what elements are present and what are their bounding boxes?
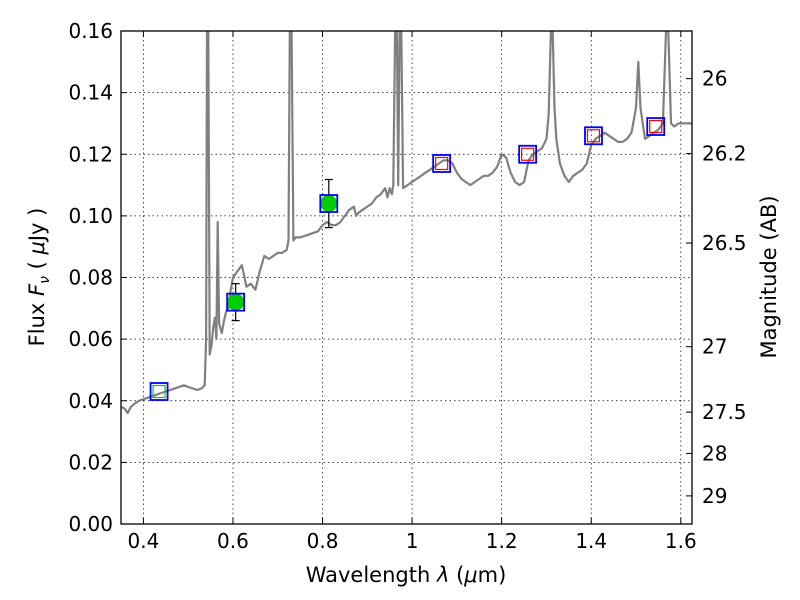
model-band-square	[432, 154, 452, 173]
x-tick-label: 0.6	[217, 529, 249, 553]
y-tick-label: 0.08	[68, 266, 113, 290]
mag-tick-label: 27	[702, 335, 727, 359]
y-tick-label: 0.06	[68, 327, 113, 351]
predicted-square	[435, 156, 449, 171]
mag-tick-label: 26	[702, 67, 727, 91]
model-band-square	[226, 292, 246, 312]
observed-flux-point	[320, 195, 338, 213]
axis-ticks: 0.4 0.6 0.8 1 1.2 1.4 1.6 0.00 0.02 0.04 0.06 0.08 0…	[68, 19, 746, 553]
y-tick-label: 0.04	[68, 389, 113, 413]
mag-tick-label: 29	[702, 484, 727, 508]
photometry-markers	[149, 117, 666, 401]
x-tick-label: 0.8	[307, 529, 339, 553]
y-tick-label: 0.12	[68, 142, 113, 166]
y-tick-label: 0.16	[68, 19, 113, 43]
x-tick-label: 1.2	[486, 529, 518, 553]
x-tick-label: 1.6	[665, 529, 697, 553]
mag-tick-label: 27.5	[702, 400, 747, 424]
y-tick-label: 0.02	[68, 450, 113, 474]
y-tick-label: 0.00	[68, 512, 113, 536]
x-tick-label: 1	[406, 529, 419, 553]
mag-tick-label: 26.5	[702, 231, 747, 255]
limit-square	[152, 384, 166, 399]
y-axis-label: Flux Fν ( μJy )	[25, 208, 53, 347]
model-band-square	[149, 382, 169, 401]
x-tick-label: 1.4	[575, 529, 607, 553]
predicted-square	[586, 129, 601, 143]
y-tick-label: 0.10	[68, 204, 113, 228]
model-band-square	[584, 126, 603, 146]
model-sed-line	[121, 31, 692, 415]
model-band-square	[646, 117, 666, 136]
mag-tick-label: 26.2	[702, 142, 747, 166]
predicted-square	[649, 119, 663, 134]
model-band-square	[518, 144, 538, 164]
mag-tick-label: 28	[702, 441, 727, 465]
x-axis-label: Wavelength λ (μm)	[306, 563, 507, 587]
magnitude-axis-label: Magnitude (AB)	[757, 195, 781, 358]
predicted-square	[521, 147, 535, 161]
x-tick-label: 0.4	[127, 529, 159, 553]
model-sed-layer	[121, 31, 692, 415]
observed-flux-point	[227, 293, 245, 311]
model-band-square	[319, 194, 339, 213]
y-tick-label: 0.14	[68, 81, 113, 105]
